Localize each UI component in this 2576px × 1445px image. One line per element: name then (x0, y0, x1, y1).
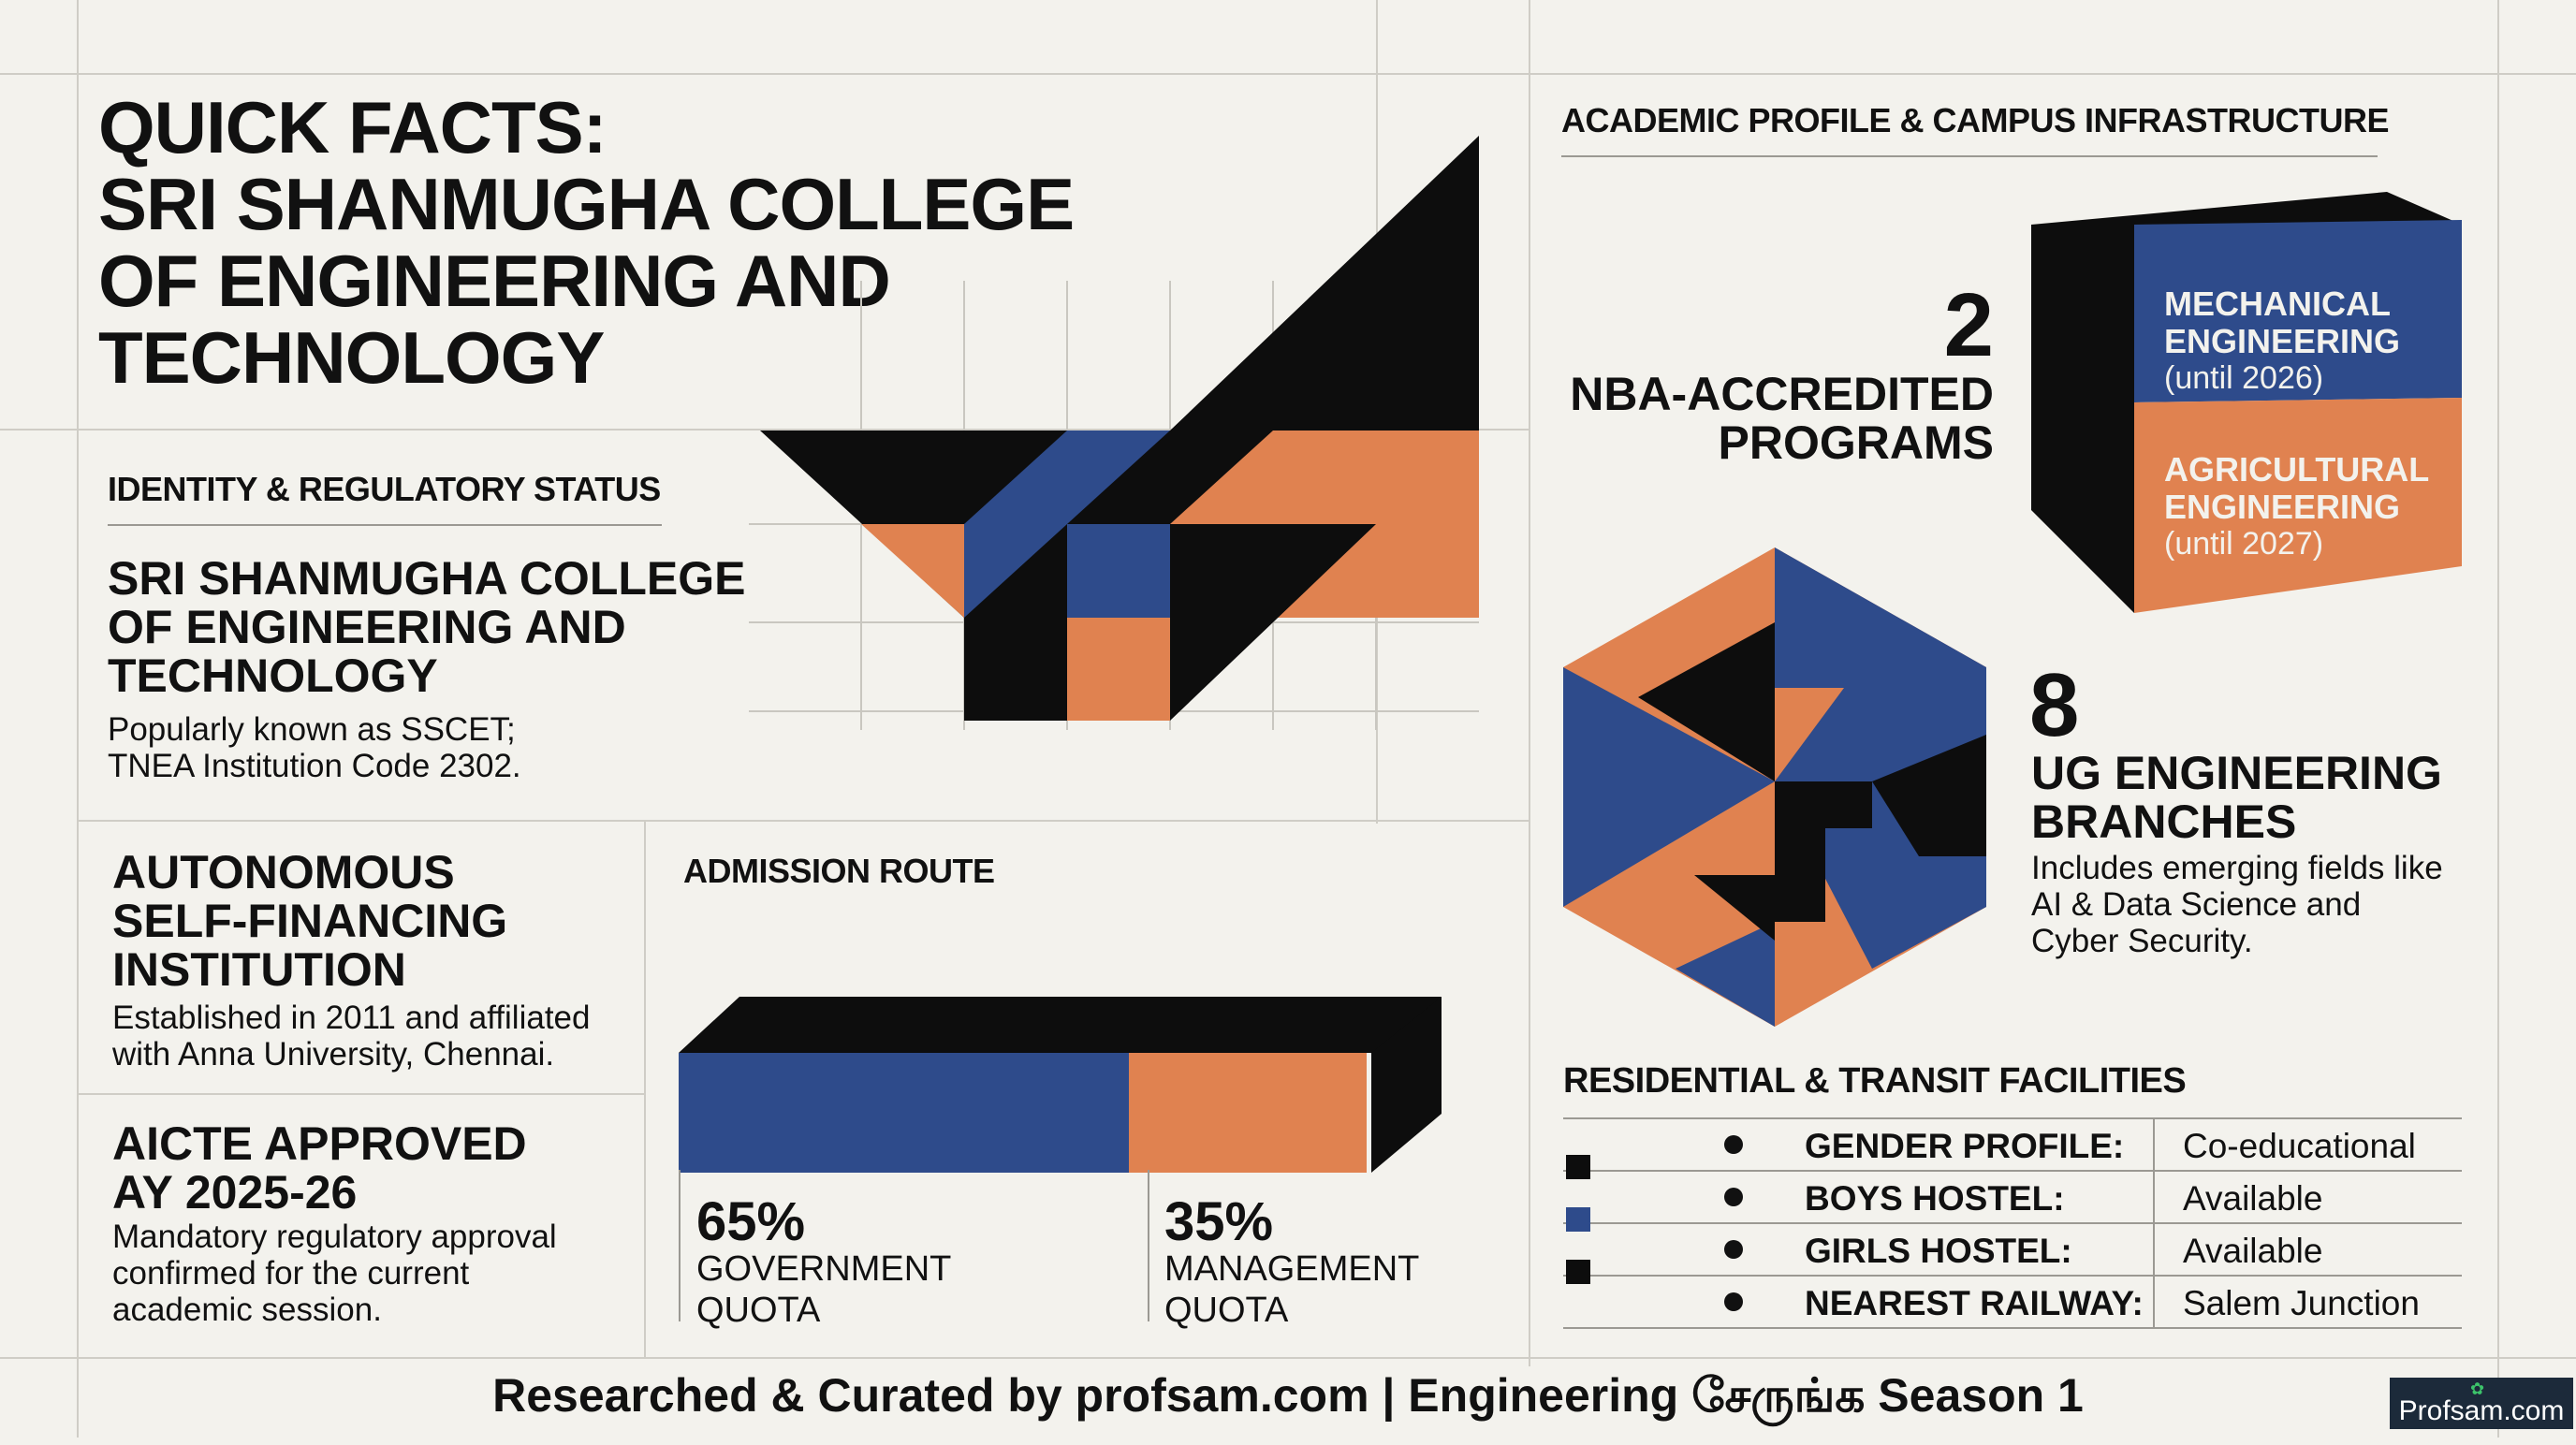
bullet-icon (1724, 1292, 1743, 1311)
divider (679, 1170, 681, 1321)
aicte-heading: AICTE APPROVED AY 2025-26 (112, 1117, 527, 1219)
footer-credit: Researched & Curated by profsam.com | En… (492, 1369, 2084, 1422)
nba-program-1-until: (until 2026) (2164, 360, 2324, 396)
facility-row-boys-hostel: BOYS HOSTEL: Available (1563, 1172, 2462, 1224)
legend-square-icon (1566, 1155, 1590, 1179)
admission-bar-chart (679, 997, 1442, 1173)
admission-heading: ADMISSION ROUTE (683, 852, 995, 890)
facilities-heading: RESIDENTIAL & TRANSIT FACILITIES (1563, 1061, 2187, 1101)
nba-label: NBA-ACCREDITED PROGRAMS (1570, 368, 1994, 469)
bullet-icon (1724, 1135, 1743, 1154)
leaf-icon: ✿ (2470, 1379, 2485, 1398)
facility-label: NEAREST RAILWAY: (1805, 1284, 2144, 1322)
facility-row-gender: GENDER PROFILE: Co-educational (1563, 1119, 2462, 1172)
divider (2153, 1119, 2155, 1170)
autonomous-description: Established in 2011 and affiliated with … (112, 1000, 591, 1073)
grid-line (2497, 0, 2499, 1438)
identity-heading: IDENTITY & REGULATORY STATUS (108, 470, 661, 508)
nba-program-2-name: AGRICULTURAL ENGINEERING (2164, 450, 2430, 526)
facility-row-girls-hostel: GIRLS HOSTEL: Available (1563, 1224, 2462, 1277)
facility-label: BOYS HOSTEL: (1805, 1179, 2065, 1218)
grid-line (0, 1357, 2576, 1359)
management-quota-bar (1129, 1053, 1367, 1173)
divider (1563, 1117, 2462, 1119)
brand-logo: ✿ Profsam.com (2390, 1378, 2573, 1429)
bullet-icon (1724, 1188, 1743, 1206)
nba-program-1-name: MECHANICAL ENGINEERING (2164, 285, 2401, 360)
facility-label: GENDER PROFILE: (1805, 1127, 2125, 1165)
logo-text: Profsam.com (2398, 1395, 2565, 1426)
facility-value: Available (2183, 1232, 2323, 1270)
facility-value: Co-educational (2183, 1127, 2416, 1165)
grid-line (0, 73, 2576, 75)
facility-label: GIRLS HOSTEL: (1805, 1232, 2072, 1270)
nba-program-box (2031, 192, 2462, 613)
divider (2153, 1224, 2155, 1275)
grid-line (77, 1093, 646, 1095)
nba-count: 2 (1943, 275, 1994, 375)
management-percent: 35% (1164, 1191, 1274, 1252)
identity-description: Popularly known as SSCET; TNEA Instituti… (108, 711, 521, 784)
bar-side-face (1371, 997, 1442, 1173)
autonomous-heading: AUTONOMOUS SELF-FINANCING INSTITUTION (112, 846, 508, 996)
facility-value: Salem Junction (2183, 1284, 2420, 1322)
government-label: GOVERNMENT QUOTA (696, 1249, 952, 1330)
divider (108, 524, 662, 526)
facility-value: Available (2183, 1179, 2323, 1218)
grid-line (0, 429, 77, 431)
ug-description: Includes emerging fields like AI & Data … (2031, 850, 2443, 959)
bullet-icon (1724, 1240, 1743, 1259)
grid-line (1529, 0, 1530, 1366)
ug-count: 8 (2029, 655, 2080, 755)
divider (2153, 1172, 2155, 1222)
government-percent: 65% (696, 1191, 806, 1252)
academic-heading: ACADEMIC PROFILE & CAMPUS INFRASTRUCTURE (1561, 101, 2390, 139)
facility-row-railway: NEAREST RAILWAY: Salem Junction (1563, 1277, 2462, 1329)
geometric-graphic (749, 136, 1479, 730)
legend-square-icon (1566, 1207, 1590, 1232)
grid-line (77, 429, 1529, 431)
legend-square-icon (1566, 1260, 1590, 1284)
divider (1561, 155, 2378, 157)
divider (1148, 1170, 1149, 1321)
management-label: MANAGEMENT QUOTA (1164, 1249, 1420, 1330)
ug-label: UG ENGINEERING BRANCHES (2031, 747, 2442, 848)
nba-program-2-until: (until 2027) (2164, 526, 2324, 562)
hexagon-graphic (1563, 547, 1986, 1027)
bar-top-face (679, 997, 1442, 1053)
college-name: SRI SHANMUGHA COLLEGE OF ENGINEERING AND… (108, 552, 746, 702)
government-quota-bar (679, 1053, 1129, 1173)
grid-line (644, 820, 646, 1359)
aicte-description: Mandatory regulatory approval confirmed … (112, 1219, 557, 1328)
divider (2153, 1277, 2155, 1327)
page-title: QUICK FACTS: SRI SHANMUGHA COLLEGE OF EN… (98, 86, 1075, 399)
grid-line (77, 0, 79, 1438)
grid-line (77, 820, 1529, 822)
